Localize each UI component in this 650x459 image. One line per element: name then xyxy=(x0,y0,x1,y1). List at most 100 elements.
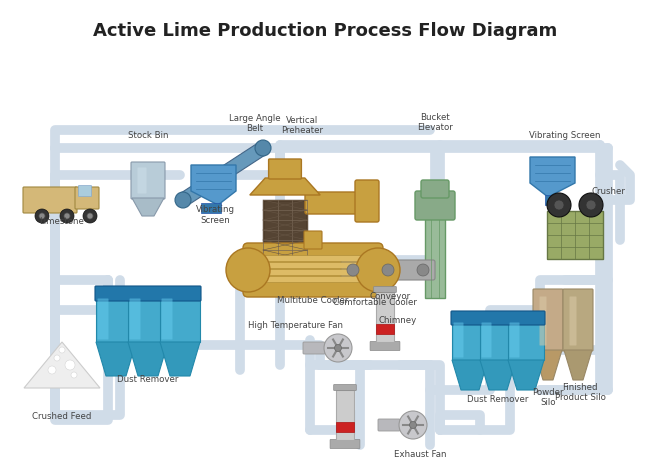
Circle shape xyxy=(410,421,417,429)
FancyBboxPatch shape xyxy=(336,422,354,432)
Circle shape xyxy=(83,209,97,223)
Circle shape xyxy=(586,200,596,210)
Text: Vibrating
Screen: Vibrating Screen xyxy=(196,205,235,225)
Text: Multitube Cooler: Multitube Cooler xyxy=(278,296,348,305)
Polygon shape xyxy=(128,342,168,376)
Circle shape xyxy=(554,200,564,210)
Polygon shape xyxy=(534,350,562,380)
FancyBboxPatch shape xyxy=(545,195,565,205)
Circle shape xyxy=(579,193,603,217)
Text: Stock Bin: Stock Bin xyxy=(128,131,168,140)
FancyBboxPatch shape xyxy=(355,180,379,222)
FancyBboxPatch shape xyxy=(79,185,92,196)
Polygon shape xyxy=(564,350,592,380)
FancyBboxPatch shape xyxy=(161,298,172,340)
Circle shape xyxy=(54,355,60,361)
Text: Active Lime Production Process Flow Diagram: Active Lime Production Process Flow Diag… xyxy=(93,22,557,40)
FancyBboxPatch shape xyxy=(261,269,365,275)
FancyBboxPatch shape xyxy=(510,323,519,358)
FancyBboxPatch shape xyxy=(378,419,400,431)
FancyBboxPatch shape xyxy=(305,192,364,214)
FancyBboxPatch shape xyxy=(261,256,365,262)
Polygon shape xyxy=(179,142,266,206)
Circle shape xyxy=(175,192,191,208)
FancyBboxPatch shape xyxy=(98,298,109,340)
Text: Finished
Product Silo: Finished Product Silo xyxy=(554,383,605,403)
FancyBboxPatch shape xyxy=(96,296,136,342)
FancyBboxPatch shape xyxy=(128,296,168,342)
FancyBboxPatch shape xyxy=(451,311,545,325)
Circle shape xyxy=(399,411,427,439)
Circle shape xyxy=(324,334,352,362)
Polygon shape xyxy=(250,178,320,195)
FancyBboxPatch shape xyxy=(75,187,99,209)
FancyBboxPatch shape xyxy=(563,289,593,351)
Text: Bucket
Elevator: Bucket Elevator xyxy=(417,112,453,132)
FancyBboxPatch shape xyxy=(482,323,491,358)
Circle shape xyxy=(347,264,359,276)
FancyBboxPatch shape xyxy=(508,320,544,360)
FancyBboxPatch shape xyxy=(452,320,488,360)
Circle shape xyxy=(60,209,74,223)
Polygon shape xyxy=(452,360,488,390)
FancyBboxPatch shape xyxy=(23,187,77,213)
FancyBboxPatch shape xyxy=(376,292,394,342)
Circle shape xyxy=(335,345,341,352)
FancyBboxPatch shape xyxy=(540,297,547,346)
Circle shape xyxy=(226,248,270,292)
Circle shape xyxy=(417,264,429,276)
Polygon shape xyxy=(24,342,100,388)
FancyBboxPatch shape xyxy=(569,297,577,346)
Polygon shape xyxy=(132,198,164,216)
Circle shape xyxy=(35,209,49,223)
FancyBboxPatch shape xyxy=(533,289,563,351)
Circle shape xyxy=(87,213,93,219)
Polygon shape xyxy=(480,360,516,390)
FancyBboxPatch shape xyxy=(425,218,445,298)
FancyBboxPatch shape xyxy=(376,324,394,334)
FancyBboxPatch shape xyxy=(261,276,365,282)
Circle shape xyxy=(382,264,394,276)
Polygon shape xyxy=(530,157,575,197)
Text: Powder
Silo: Powder Silo xyxy=(532,388,564,408)
FancyBboxPatch shape xyxy=(138,168,146,194)
Text: Crusher: Crusher xyxy=(592,187,626,196)
Polygon shape xyxy=(160,342,200,376)
FancyBboxPatch shape xyxy=(160,296,200,342)
Text: High Temperature Fan: High Temperature Fan xyxy=(248,321,343,330)
Circle shape xyxy=(356,248,400,292)
FancyBboxPatch shape xyxy=(333,385,356,391)
FancyBboxPatch shape xyxy=(263,200,307,260)
FancyBboxPatch shape xyxy=(415,191,455,220)
FancyBboxPatch shape xyxy=(201,203,221,213)
Circle shape xyxy=(64,213,70,219)
FancyBboxPatch shape xyxy=(547,211,603,259)
FancyBboxPatch shape xyxy=(374,286,396,292)
FancyBboxPatch shape xyxy=(454,323,463,358)
Text: Vertical
Preheater: Vertical Preheater xyxy=(281,116,323,135)
Circle shape xyxy=(71,372,77,378)
Circle shape xyxy=(547,193,571,217)
FancyBboxPatch shape xyxy=(370,341,400,351)
Text: Conveyor: Conveyor xyxy=(369,292,411,301)
FancyBboxPatch shape xyxy=(303,342,325,354)
FancyBboxPatch shape xyxy=(243,243,383,297)
Text: Dust Remover: Dust Remover xyxy=(117,375,179,384)
Circle shape xyxy=(39,213,45,219)
FancyBboxPatch shape xyxy=(341,260,435,280)
FancyBboxPatch shape xyxy=(129,298,140,340)
FancyBboxPatch shape xyxy=(480,320,516,360)
Text: Exhaust Fan: Exhaust Fan xyxy=(394,450,447,459)
FancyBboxPatch shape xyxy=(261,263,365,269)
Circle shape xyxy=(65,360,75,370)
FancyBboxPatch shape xyxy=(131,162,165,199)
FancyBboxPatch shape xyxy=(330,440,360,448)
Text: Limestone: Limestone xyxy=(40,218,84,226)
Text: Dust Remover: Dust Remover xyxy=(467,395,528,404)
Polygon shape xyxy=(96,342,136,376)
Circle shape xyxy=(59,347,65,353)
Text: Comfortable Cooler: Comfortable Cooler xyxy=(333,298,417,307)
Polygon shape xyxy=(508,360,544,390)
Text: Large Angle
Belt: Large Angle Belt xyxy=(229,113,281,133)
FancyBboxPatch shape xyxy=(304,231,322,249)
